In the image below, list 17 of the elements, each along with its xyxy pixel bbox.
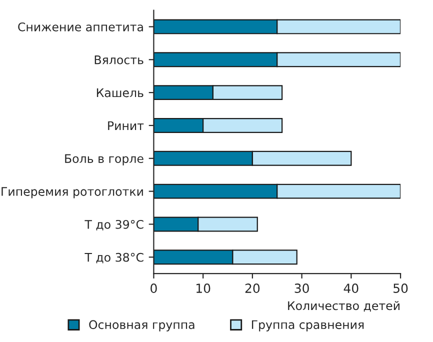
y-tick-label: Вялость bbox=[94, 56, 144, 64]
x-tick-label: 10 bbox=[196, 284, 210, 293]
legend-label: Группа сравнения bbox=[252, 320, 364, 332]
x-tick-label: 0 bbox=[150, 284, 157, 293]
y-tick-label: Кашель bbox=[96, 88, 144, 98]
legend-label: Основная группа bbox=[89, 320, 194, 332]
y-tick-label: Боль в горле bbox=[65, 154, 144, 166]
x-tick-label: 20 bbox=[245, 284, 260, 293]
y-tick-label: Т до 38°С bbox=[84, 252, 144, 264]
x-tick-label: 30 bbox=[294, 284, 309, 293]
y-tick-label: Ринит bbox=[108, 121, 144, 130]
y-tick-label: Снижение аппетита bbox=[18, 22, 143, 32]
y-tick-label: Т до 39°С bbox=[84, 220, 144, 230]
y-tick-label: Гиперемия ротоглотки bbox=[2, 187, 143, 198]
x-tick-label: 40 bbox=[344, 284, 358, 293]
x-axis-title: Количество детей bbox=[288, 301, 400, 312]
x-tick-label: 50 bbox=[394, 284, 408, 293]
